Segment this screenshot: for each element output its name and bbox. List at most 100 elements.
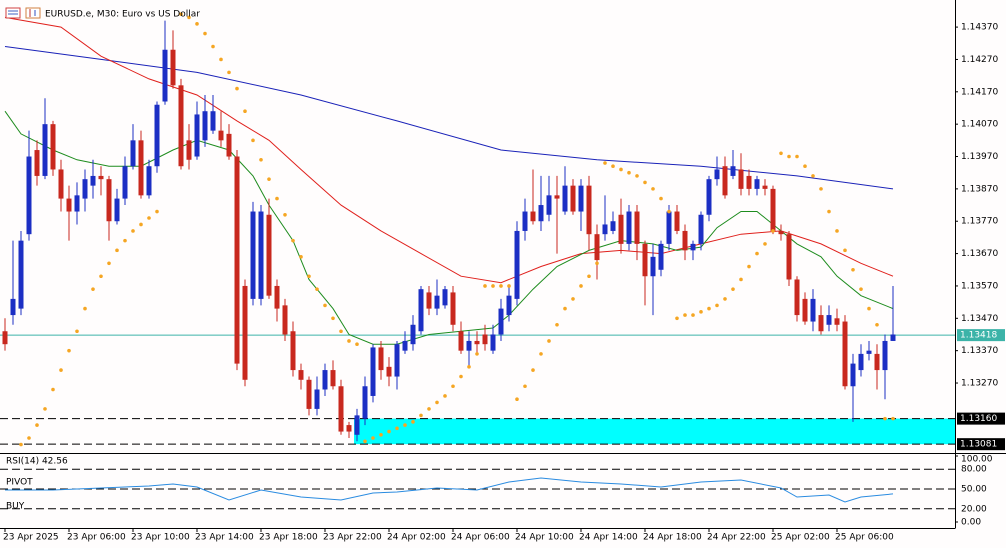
sar-dot (803, 164, 807, 169)
candle-body (674, 211, 680, 231)
candle-body (90, 175, 96, 186)
sar-dot (107, 261, 111, 266)
sar-dot (307, 274, 311, 279)
sar-dot (523, 384, 527, 389)
candle-body (378, 347, 384, 371)
candle-body (130, 140, 136, 167)
candle-body (210, 111, 216, 131)
sar-dot (563, 306, 567, 311)
sar-dot (219, 57, 223, 62)
sar-dot (411, 420, 415, 424)
candle-body (250, 211, 256, 299)
sar-dot (179, 12, 183, 16)
candle-body (410, 324, 416, 345)
sar-dot (499, 284, 503, 288)
candle-body (122, 166, 128, 199)
candle-body (218, 130, 224, 141)
candle-body (722, 166, 728, 196)
sar-dot (51, 387, 55, 392)
sar-dot (211, 44, 215, 49)
y-tick-label: 1.13670 (961, 249, 998, 259)
candle-body (290, 331, 296, 371)
candle-body (882, 340, 888, 371)
candle-body (50, 124, 56, 170)
candle-body (498, 308, 504, 335)
candle-body (386, 366, 392, 377)
candle-body (226, 133, 232, 157)
sar-dot (387, 429, 391, 434)
candle-body (338, 386, 344, 432)
candle-body (234, 156, 240, 364)
candle-body (10, 298, 16, 316)
sar-dot (315, 287, 319, 291)
candle-body (314, 389, 320, 409)
sar-dot (683, 313, 687, 317)
candle-body (426, 292, 432, 309)
sar-dot (659, 196, 663, 201)
candle-body (82, 179, 88, 199)
sar-dot (331, 316, 335, 321)
sar-dot (675, 316, 679, 321)
candle-body (642, 243, 648, 277)
candle-body (738, 169, 744, 189)
x-tick-label: 25 Apr 06:00 (835, 533, 894, 543)
sar-dot (467, 365, 471, 369)
candle-body (482, 334, 488, 345)
x-tick-label: 24 Apr 10:00 (515, 533, 574, 543)
candle-body (650, 256, 656, 277)
sar-dot (275, 196, 279, 201)
candle-body (106, 179, 112, 222)
sar-dot (571, 297, 575, 301)
candle-body (890, 334, 896, 341)
sar-dot (827, 209, 831, 214)
candle-body (530, 211, 536, 222)
sar-dot (475, 352, 479, 356)
candle-body (874, 353, 880, 371)
candle-body (634, 211, 640, 244)
sar-dot (355, 342, 359, 346)
candle-body (762, 185, 768, 189)
y-tick-label: 50.00 (961, 485, 987, 495)
candle-body (562, 185, 568, 212)
x-tick-label: 24 Apr 22:00 (707, 533, 766, 543)
y-tick-label: 1.14370 (961, 23, 998, 33)
candle-body (274, 285, 280, 309)
sar-dot (851, 267, 855, 272)
candle-body (610, 221, 616, 231)
sar-dot (715, 303, 719, 308)
candle-body (602, 224, 608, 235)
sar-dot (723, 297, 727, 301)
candle-body (346, 425, 352, 432)
candle-body (34, 150, 40, 176)
sar-dot (515, 397, 519, 401)
candle-body (778, 230, 784, 235)
candle-body (170, 49, 176, 86)
sar-dot (667, 209, 671, 214)
sar-dot (323, 303, 327, 308)
sar-dot (795, 154, 799, 159)
sar-dot (787, 154, 791, 159)
sar-dot (603, 161, 607, 165)
axes: 1.14370 1.14270 1.14170 1.14070 1.13970 1.138… (3, 23, 1005, 543)
y-tick-label: 100.00 (961, 455, 993, 465)
sar-dot (819, 187, 823, 191)
candle-body (418, 289, 424, 332)
candle-body (730, 166, 736, 176)
y-tick-label: 20.00 (961, 504, 987, 514)
candle-body (594, 234, 600, 261)
y-tick-label: 0.00 (961, 518, 981, 528)
sar-dot (267, 177, 271, 181)
sar-dot (643, 180, 647, 185)
candle-body (298, 370, 304, 380)
candle-body (458, 331, 464, 351)
y-tick-label: 1.13470 (961, 314, 998, 324)
candle-body (354, 415, 360, 435)
y-tick-label: 1.13870 (961, 184, 998, 194)
sar-dot (203, 31, 207, 36)
candle-body (746, 175, 752, 189)
candle-body (194, 114, 200, 157)
icon-frame (5, 7, 21, 19)
sar-dot (419, 413, 423, 418)
sar-dot (867, 306, 871, 311)
